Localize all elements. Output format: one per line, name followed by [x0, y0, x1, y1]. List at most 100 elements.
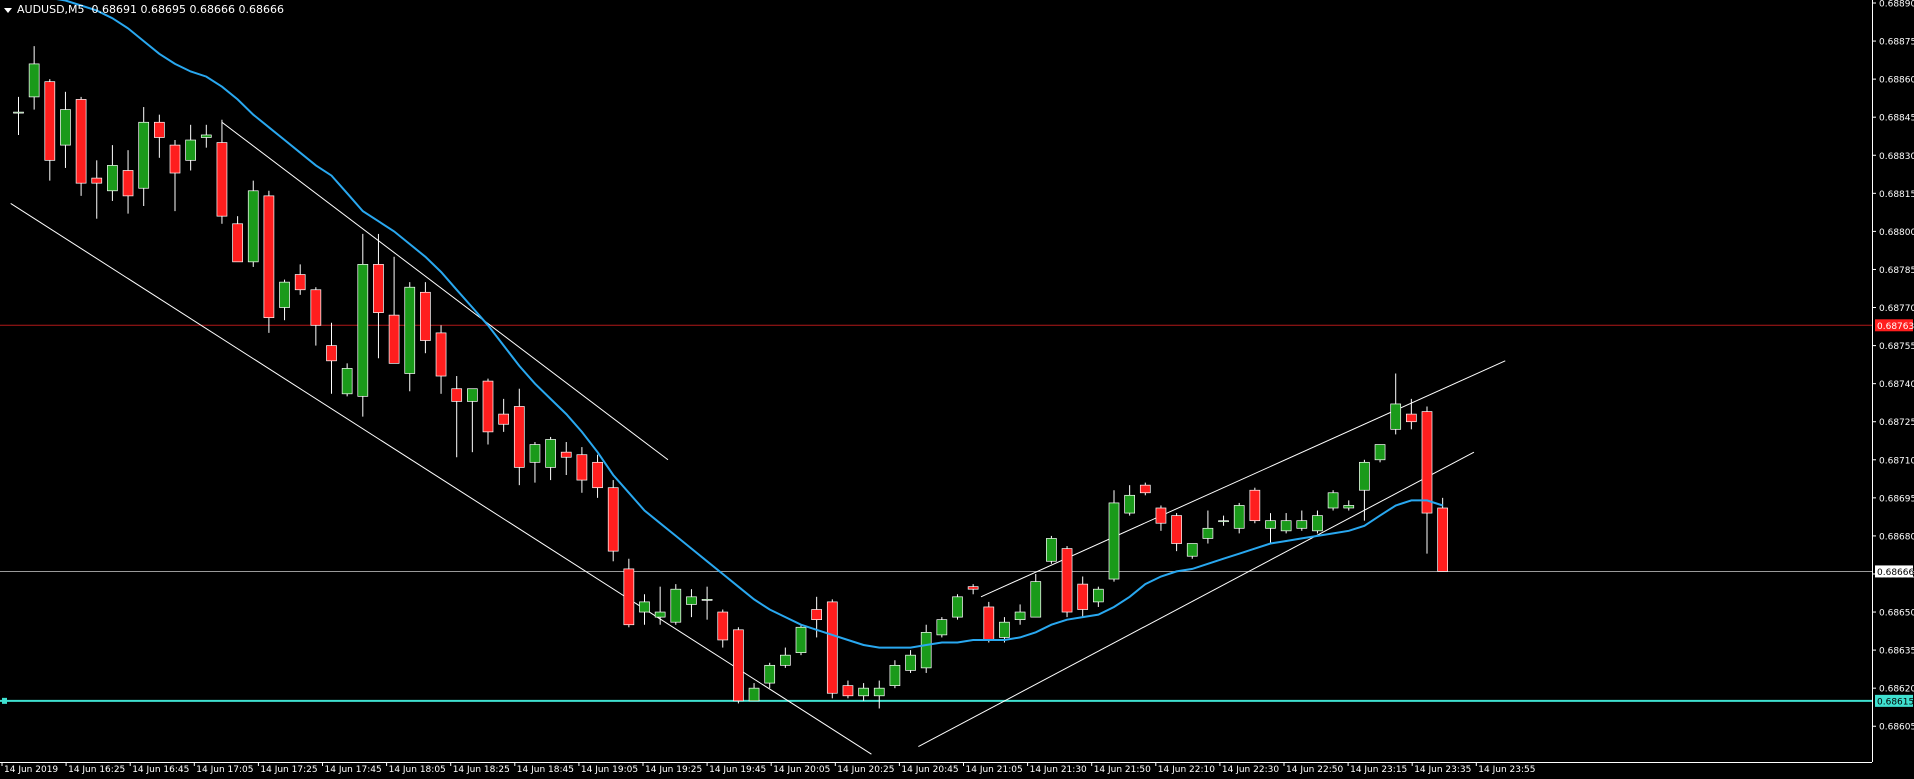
time-tick-label: 14 Jun 17:05 — [196, 765, 253, 775]
candle-body — [826, 601, 838, 694]
bear-candle — [967, 584, 979, 595]
bull-candle — [1092, 586, 1104, 607]
candle-body — [873, 687, 885, 697]
support-price-box — [1875, 694, 1913, 707]
candle-body — [1202, 527, 1214, 539]
time-tick-label: 14 Jun 19:25 — [645, 765, 702, 775]
candle-body — [717, 611, 729, 641]
bull-candle — [873, 680, 885, 709]
time-tick-label: 14 Jun 22:30 — [1222, 765, 1279, 775]
current-price-box — [1875, 565, 1913, 578]
bear-candle — [310, 287, 322, 346]
bear-candle — [560, 442, 572, 476]
bear-candle — [1249, 487, 1261, 524]
candle-body — [1405, 413, 1417, 423]
bear-candle — [717, 609, 729, 648]
candle-body — [701, 599, 713, 601]
bull-candle — [1374, 444, 1386, 463]
price-tick-label: 0.68845 — [1879, 114, 1914, 124]
bull-candle — [764, 662, 776, 689]
bear-candle — [326, 322, 337, 394]
price-tick-label: 0.68875 — [1879, 38, 1914, 48]
bull-candle — [1186, 543, 1198, 559]
candle-body — [200, 134, 212, 138]
candle-body — [654, 611, 666, 618]
bull-candle — [670, 584, 682, 625]
bull-candle — [404, 282, 416, 392]
candle-body — [388, 314, 400, 364]
time-tick-label: 14 Jun 17:45 — [325, 765, 382, 775]
symbol-label: AUDUSD,M5 — [17, 3, 85, 16]
candle-body — [75, 99, 87, 184]
candle-body — [122, 170, 134, 197]
candle-body — [905, 654, 916, 671]
dropdown-triangle-icon[interactable] — [4, 7, 12, 13]
time-tick-label: 14 Jun 20:25 — [837, 765, 894, 775]
bull-candle — [200, 124, 212, 148]
time-tick-label: 14 Jun 23:55 — [1478, 765, 1535, 775]
trend-line — [10, 203, 872, 755]
candle-body — [1343, 505, 1355, 509]
candle-body — [44, 81, 56, 161]
time-tick-label: 14 Jun 20:05 — [773, 765, 830, 775]
candle-body — [1186, 543, 1198, 557]
candle-body — [1390, 403, 1402, 430]
bear-candle — [592, 454, 603, 498]
bull-candle — [1202, 510, 1214, 544]
bull-candle — [999, 617, 1010, 643]
price-tick-label: 0.68605 — [1879, 723, 1914, 733]
bear-candle — [373, 233, 384, 359]
time-tick-label: 14 Jun 19:05 — [581, 765, 638, 775]
bull-candle — [341, 363, 353, 397]
bull-candle — [1390, 373, 1402, 435]
candle-body — [936, 619, 948, 636]
bull-candle — [701, 586, 713, 620]
bear-candle — [451, 376, 463, 458]
candle-body — [623, 568, 635, 626]
candle-body — [373, 264, 384, 313]
candle-body — [310, 289, 322, 326]
bear-candle — [1405, 398, 1417, 430]
bear-candle — [607, 480, 619, 562]
candle-body — [576, 454, 588, 481]
price-tick-label: 0.68695 — [1879, 494, 1914, 504]
bear-candle — [498, 398, 509, 432]
candle-body — [498, 413, 509, 425]
bull-candle — [748, 683, 760, 702]
candle-body — [467, 388, 478, 402]
candle-body — [28, 63, 40, 98]
candle-body — [1233, 505, 1245, 529]
price-tick-label: 0.68755 — [1879, 342, 1914, 352]
candle-body — [1139, 484, 1151, 494]
candle-body — [154, 121, 165, 138]
time-tick-label: 14 Jun 23:15 — [1350, 765, 1407, 775]
bear-candle — [576, 447, 588, 493]
bear-candle — [513, 388, 525, 486]
bull-candle — [1359, 459, 1370, 521]
candle-body — [1296, 520, 1308, 529]
candle-body — [185, 139, 196, 161]
candle-body — [670, 588, 682, 623]
candle-body — [795, 626, 807, 653]
candle-body — [216, 142, 228, 217]
bear-candle — [983, 601, 995, 643]
bear-candle — [842, 680, 854, 699]
bull-candle — [1233, 502, 1245, 534]
candle-body — [607, 487, 619, 552]
candle-body — [592, 461, 603, 489]
bear-candle — [435, 325, 447, 394]
bull-candle — [1312, 510, 1323, 534]
price-tick-label: 0.68860 — [1879, 76, 1914, 86]
bull-candle — [357, 233, 369, 417]
bull-candle — [779, 647, 791, 668]
time-tick-label: 14 Jun 22:50 — [1286, 765, 1343, 775]
candle-body — [545, 439, 556, 468]
candle-body — [294, 274, 306, 291]
time-tick-label: 14 Jun 16:45 — [132, 765, 189, 775]
candle-body — [1077, 583, 1089, 610]
bull-candle — [529, 442, 541, 483]
time-tick-label: 14 Jun 21:05 — [966, 765, 1023, 775]
candle-body — [560, 451, 572, 458]
